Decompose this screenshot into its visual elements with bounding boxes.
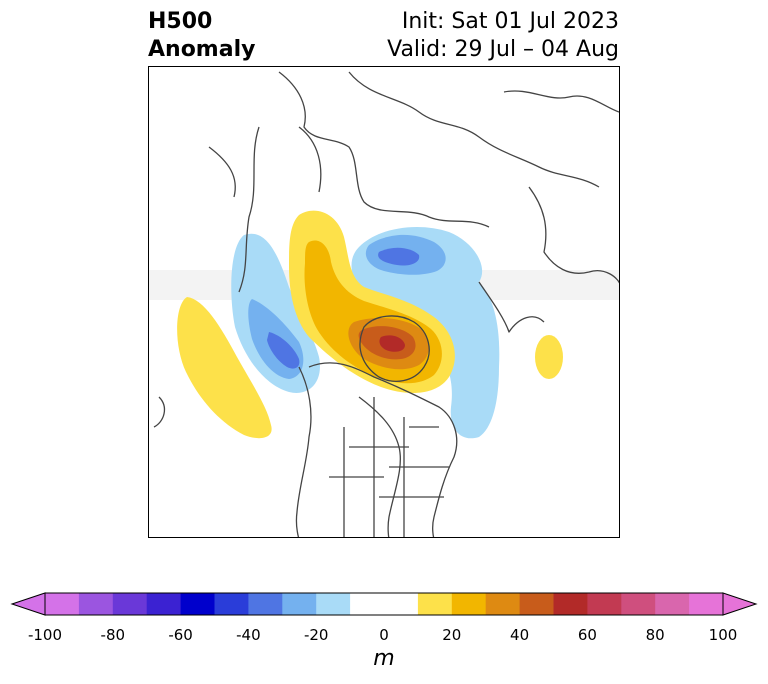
title-variable: H500 xyxy=(148,9,213,34)
colorbar xyxy=(10,592,758,616)
colorbar-bin xyxy=(214,593,249,615)
anomaly-arctic-blue xyxy=(378,247,420,266)
colorbar-extend-high xyxy=(722,592,758,616)
colorbar-tick-label: 20 xyxy=(442,626,462,644)
colorbar-tick-label: 40 xyxy=(510,626,530,644)
colorbar-tick-label: 80 xyxy=(645,626,665,644)
colorbar-bin xyxy=(282,593,317,615)
colorbar-bins xyxy=(45,593,724,615)
init-date: Init: Sat 01 Jul 2023 xyxy=(401,9,619,34)
coastlines xyxy=(153,71,619,537)
anomaly-atlantic-yellow xyxy=(535,335,563,379)
colorbar-tick-label: -60 xyxy=(168,626,193,644)
colorbar-bin xyxy=(655,593,690,615)
colorbar-bin xyxy=(350,593,385,615)
colorbar-tick-label: -100 xyxy=(27,626,63,644)
colorbar-bin xyxy=(180,593,215,615)
colorbar-bin xyxy=(485,593,521,615)
title-anomaly: Anomaly xyxy=(148,37,256,62)
colorbar-bin xyxy=(417,593,453,615)
colorbar-tick-label: -20 xyxy=(303,626,329,644)
colorbar-tick-label: 60 xyxy=(577,626,597,644)
colorbar-tick-label: -80 xyxy=(100,626,126,644)
anomaly-greenland-red xyxy=(379,335,405,352)
colorbar-bin xyxy=(45,593,80,615)
colorbar-bin xyxy=(384,593,419,615)
map-panel xyxy=(148,66,620,538)
anomaly-map xyxy=(149,71,619,537)
title-right: Init: Sat 01 Jul 2023 Valid: 29 Jul – 04… xyxy=(387,8,619,64)
colorbar-tick-label: 0 xyxy=(379,626,389,644)
colorbar-bin xyxy=(146,593,182,615)
colorbar-bin xyxy=(316,593,351,615)
colorbar-extend-low xyxy=(10,592,46,616)
colorbar-outline xyxy=(44,592,724,616)
colorbar-bin xyxy=(112,593,148,615)
anomaly-pacific-yellow xyxy=(177,297,272,439)
colorbar-tick-label: 100 xyxy=(708,626,738,644)
colorbar-unit: m xyxy=(373,646,395,671)
colorbar-bin xyxy=(553,593,588,615)
colorbar-bin xyxy=(587,593,622,615)
colorbar-bin xyxy=(78,593,114,615)
anomaly-west-blue xyxy=(267,332,300,369)
valid-range: Valid: 29 Jul – 04 Aug xyxy=(387,37,619,62)
colorbar-bin xyxy=(621,593,656,615)
colorbar-bin xyxy=(689,593,724,615)
title-left: H500 Anomaly xyxy=(148,8,255,64)
colorbar-bin xyxy=(451,593,487,615)
colorbar-bin xyxy=(248,593,283,615)
colorbar-bin xyxy=(519,593,554,615)
colorbar-tick-label: -40 xyxy=(236,626,261,644)
